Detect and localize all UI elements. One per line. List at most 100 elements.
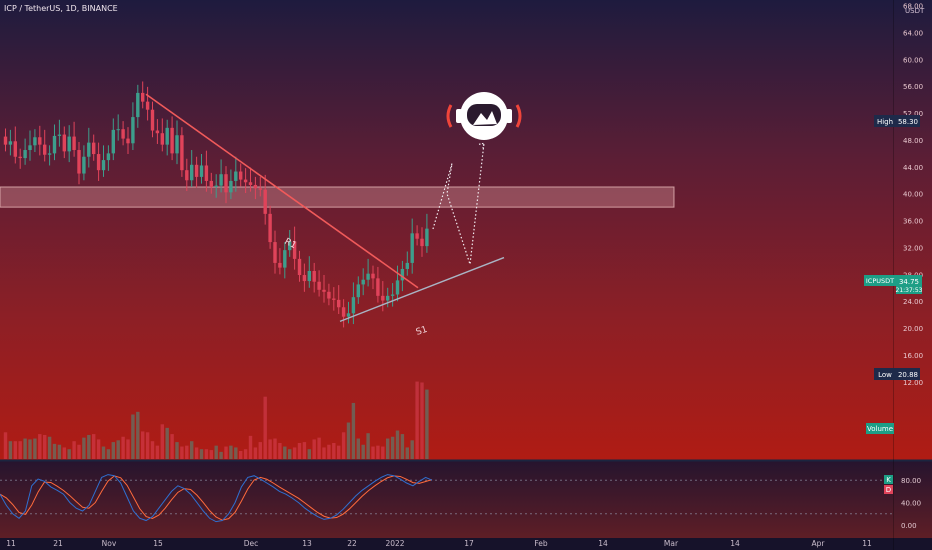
price-tick-label: 68.00 [903, 3, 923, 11]
candle-body [180, 135, 184, 171]
low-tag: Low 20.88 [874, 368, 920, 380]
candle-body [341, 307, 346, 317]
projection-path[interactable] [432, 142, 485, 265]
candle-body [278, 262, 282, 268]
candle-body [376, 278, 380, 296]
candle-body [23, 150, 27, 159]
price-tick-label: 36.00 [903, 218, 923, 226]
candle-body [170, 127, 174, 154]
time-tick-label: 14 [730, 539, 740, 548]
last-price-value: 34.75 [899, 278, 919, 286]
price-tick-label: 12.00 [903, 379, 923, 387]
volume-bar [33, 438, 37, 459]
candle-body [292, 241, 297, 259]
volume-bar [160, 424, 164, 459]
price-tick-label: 64.00 [903, 29, 923, 37]
stoch-k-line [0, 474, 433, 523]
time-tick-label: 11 [6, 539, 16, 548]
volume-bar [351, 402, 356, 459]
chart-background [0, 0, 932, 460]
volume-bar [165, 427, 169, 459]
candle-body [126, 138, 130, 144]
volume-bar [302, 442, 307, 459]
volume-bar [219, 451, 223, 459]
candle-body [175, 135, 179, 154]
candle-body [337, 299, 341, 308]
candle-body [111, 129, 115, 154]
time-tick-label: Feb [534, 539, 548, 548]
stoch-d-tag-label: D [886, 486, 891, 494]
candle-body [288, 241, 292, 251]
volume-bar [371, 446, 375, 459]
candle-body [405, 262, 409, 269]
volume-bar [229, 445, 233, 459]
volume-bar [111, 442, 115, 459]
volume-bar [3, 432, 8, 459]
candle-body [150, 109, 155, 131]
stoch-d-line [0, 475, 433, 521]
candle-body [28, 145, 32, 151]
price-axis-currency: USDT [905, 7, 925, 15]
volume-bar [327, 444, 331, 459]
volume-bar [386, 438, 390, 459]
candle-body [121, 129, 125, 139]
volume-bar [243, 449, 248, 459]
volume-bar [185, 445, 189, 459]
volume-bar [214, 445, 218, 459]
candle-body [52, 135, 57, 154]
volume-bar [346, 422, 351, 459]
candle-body [243, 179, 248, 183]
stoch-d-tag-bg [884, 485, 893, 494]
volume-bar [239, 450, 243, 459]
volume-bar [366, 433, 370, 459]
candle-body [190, 164, 194, 181]
candle-body [273, 242, 277, 263]
volume-bar [52, 443, 57, 459]
volume-bar [361, 444, 365, 459]
candle-body [283, 250, 287, 268]
candle-body [258, 188, 262, 190]
time-tick-label: 21 [53, 539, 63, 548]
candle-body [332, 298, 336, 300]
volume-bar [194, 447, 199, 459]
candle-body [18, 156, 22, 159]
stoch-k-tag-bg [884, 475, 893, 484]
candle-body [131, 117, 135, 144]
volume-bar [96, 439, 101, 459]
volume-bar [405, 447, 409, 459]
volume-bar [332, 442, 336, 459]
time-axis: 11 21 Nov 15 Dec 13 22 2022 17 Feb 14 Mar 14 Apr 11 [6, 539, 872, 548]
candle-body [57, 134, 62, 136]
candle-body [3, 136, 8, 145]
candle-body [82, 156, 86, 174]
price-tick-label: 16.00 [903, 352, 923, 360]
candle-body [229, 180, 233, 193]
volume-bar [337, 445, 341, 459]
last-price-value-bg [896, 275, 922, 294]
time-tick-label: 15 [153, 539, 163, 548]
price-tick-label: 40.00 [903, 191, 923, 199]
candle-body [322, 289, 326, 292]
candle-body [302, 275, 307, 282]
candle-body [224, 174, 228, 193]
candle-body [101, 160, 106, 171]
volume-bar [283, 446, 287, 459]
high-tag-label-bg [874, 115, 896, 127]
candle-body [219, 174, 223, 186]
resistance-zone[interactable] [0, 186, 675, 208]
candle-body [96, 154, 101, 171]
volume-bar [204, 449, 209, 459]
time-tick-label: 13 [302, 539, 312, 548]
volume-bar [82, 437, 86, 459]
candle-body [297, 258, 302, 276]
volume-bar [136, 411, 140, 459]
volume-bar [248, 435, 253, 459]
candle-body [425, 228, 429, 247]
time-tick-label: Nov [102, 539, 117, 548]
volume-tag-label: Volume [867, 425, 893, 433]
volume-bar [415, 381, 419, 459]
trendlines[interactable]: R1 S1 [145, 93, 505, 338]
volume-bar [62, 447, 66, 459]
